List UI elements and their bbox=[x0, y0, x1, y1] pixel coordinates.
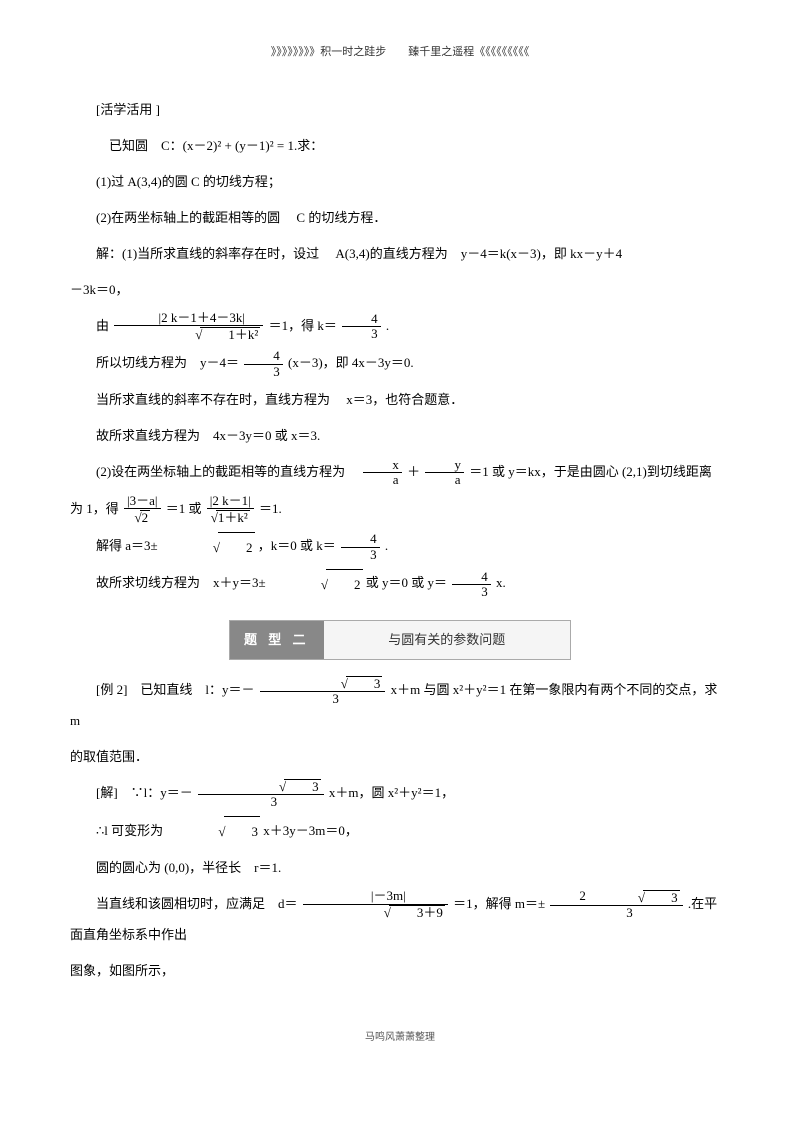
text-line: 圆的圆心为 (0,0)，半径长 r＝1. bbox=[70, 853, 730, 883]
denominator: 3 bbox=[550, 906, 682, 920]
text: ＝1，解得 m＝± bbox=[453, 896, 545, 911]
equation-line: [例 2] 已知直线 l：y＝－ √3 3 x＋m 与圆 x²＋y²＝1 在第一… bbox=[70, 675, 730, 736]
text: ＝1，得 k＝ bbox=[269, 318, 337, 333]
denominator: 3 bbox=[260, 692, 386, 706]
equation-line: 由 |2 k－1＋4－3k| √1＋k² ＝1，得 k＝ 4 3 . bbox=[70, 311, 730, 342]
text: . bbox=[386, 318, 389, 333]
page-footer: 马鸣风萧萧整理 bbox=[70, 1026, 730, 1049]
denominator: √3＋9 bbox=[303, 905, 448, 921]
fraction: x a bbox=[363, 458, 402, 488]
fraction: y a bbox=[425, 458, 464, 488]
denominator: √1＋k² bbox=[114, 326, 263, 342]
text: 当直线和该圆相切时，应满足 d＝ bbox=[96, 896, 298, 911]
numerator: x bbox=[363, 458, 402, 473]
fraction: |2 k－1| √1＋k² bbox=[207, 494, 254, 525]
text-line: (1)过 A(3,4)的圆 C 的切线方程； bbox=[70, 167, 730, 197]
numerator: √3 bbox=[260, 675, 386, 692]
text: . bbox=[385, 538, 388, 553]
text: ∴l 可变形为 bbox=[96, 823, 163, 838]
section-banner: 题 型 二 与圆有关的参数问题 bbox=[229, 620, 571, 660]
equation-line: 为 1，得 |3－a| √2 ＝1 或 |2 k－1| √1＋k² ＝1. bbox=[70, 494, 730, 525]
text: ，k＝0 或 k＝ bbox=[258, 538, 336, 553]
text: ＝1 或 bbox=[166, 501, 202, 516]
text: (2)设在两坐标轴上的截距相等的直线方程为 bbox=[96, 464, 358, 479]
fraction: 4 3 bbox=[452, 570, 491, 600]
numerator: |3－a| bbox=[124, 494, 160, 509]
text: ＋ bbox=[407, 464, 420, 479]
text: 或 y＝0 或 y＝ bbox=[366, 575, 447, 590]
fraction: 4 3 bbox=[342, 312, 381, 342]
text-line: 当所求直线的斜率不存在时，直线方程为 x＝3，也符合题意． bbox=[70, 385, 730, 415]
text: ＝1 或 y＝kx，于是由圆心 (2,1)到切线距离 bbox=[469, 464, 712, 479]
banner-title: 与圆有关的参数问题 bbox=[324, 621, 570, 659]
banner-label: 题 型 二 bbox=[230, 621, 324, 659]
fraction: √3 3 bbox=[198, 779, 324, 810]
text: [解] ∵l：y＝－ bbox=[96, 785, 193, 800]
fraction: |－3m| √3＋9 bbox=[303, 889, 448, 920]
text-line: (2)在两坐标轴上的截距相等的圆 C 的切线方程． bbox=[70, 203, 730, 233]
text-line: 的取值范围． bbox=[70, 742, 730, 772]
denominator: 3 bbox=[342, 327, 381, 341]
equation-line: (2)设在两坐标轴上的截距相等的直线方程为 x a ＋ y a ＝1 或 y＝k… bbox=[70, 457, 730, 488]
equation-line: [解] ∵l：y＝－ √3 3 x＋m，圆 x²＋y²＝1， bbox=[70, 778, 730, 809]
denominator: √2 bbox=[124, 509, 160, 525]
text: 解得 a＝3± bbox=[96, 538, 158, 553]
numerator: |2 k－1＋4－3k| bbox=[114, 311, 263, 326]
numerator: y bbox=[425, 458, 464, 473]
fraction: √3 3 bbox=[260, 675, 386, 706]
text: x＋3y－3m＝0， bbox=[263, 823, 358, 838]
sqrt: √2 bbox=[161, 532, 255, 563]
denominator: a bbox=[363, 473, 402, 487]
text: x. bbox=[496, 575, 506, 590]
numerator: √3 bbox=[198, 779, 324, 796]
fraction: 4 3 bbox=[341, 532, 380, 562]
page-header: 》》》》》》》》积一时之跬步 臻千里之遥程《《《《《《《《《 bbox=[70, 40, 730, 65]
text-line: 已知圆 C：(x－2)² + (y－1)² = 1.求： bbox=[70, 131, 730, 161]
denominator: 3 bbox=[198, 795, 324, 809]
fraction: 2√3 3 bbox=[550, 889, 682, 920]
text: x＋m，圆 x²＋y²＝1， bbox=[329, 785, 454, 800]
text-line: 故所求直线方程为 4x－3y＝0 或 x＝3. bbox=[70, 421, 730, 451]
text: 所以切线方程为 y－4＝ bbox=[96, 355, 239, 370]
numerator: 4 bbox=[244, 349, 283, 364]
text: [例 2] 已知直线 l：y＝－ bbox=[96, 682, 255, 697]
numerator: |2 k－1| bbox=[207, 494, 254, 509]
text: 故所求切线方程为 x＋y＝3± bbox=[96, 575, 266, 590]
text-line: 解：(1)当所求直线的斜率存在时，设过 A(3,4)的直线方程为 y－4＝k(x… bbox=[70, 239, 730, 269]
numerator: 4 bbox=[342, 312, 381, 327]
numerator: 2√3 bbox=[550, 889, 682, 906]
equation-line: 当直线和该圆相切时，应满足 d＝ |－3m| √3＋9 ＝1，解得 m＝± 2√… bbox=[70, 889, 730, 950]
numerator: 4 bbox=[341, 532, 380, 547]
equation-line: 解得 a＝3± √2 ，k＝0 或 k＝ 4 3 . bbox=[70, 531, 730, 562]
text: (x－3)，即 4x－3y＝0. bbox=[288, 355, 414, 370]
sqrt: √2 bbox=[269, 569, 363, 600]
text-line: 图象，如图所示， bbox=[70, 956, 730, 986]
equation-line: ∴l 可变形为 √3 x＋3y－3m＝0， bbox=[70, 816, 730, 847]
sqrt: √3 bbox=[166, 816, 260, 847]
text-line: －3k＝0， bbox=[70, 275, 730, 305]
denominator: 3 bbox=[452, 585, 491, 599]
equation-line: 所以切线方程为 y－4＝ 4 3 (x－3)，即 4x－3y＝0. bbox=[70, 348, 730, 379]
denominator: √1＋k² bbox=[207, 509, 254, 525]
equation-line: 故所求切线方程为 x＋y＝3± √2 或 y＝0 或 y＝ 4 3 x. bbox=[70, 568, 730, 599]
denominator: a bbox=[425, 473, 464, 487]
denominator: 3 bbox=[341, 548, 380, 562]
fraction: 4 3 bbox=[244, 349, 283, 379]
fraction: |2 k－1＋4－3k| √1＋k² bbox=[114, 311, 263, 342]
text-line: [活学活用 ] bbox=[70, 95, 730, 125]
text: ＝1. bbox=[259, 501, 282, 516]
numerator: 4 bbox=[452, 570, 491, 585]
text: 为 1，得 bbox=[70, 501, 119, 516]
text: 由 bbox=[96, 318, 109, 333]
numerator: |－3m| bbox=[303, 889, 448, 904]
fraction: |3－a| √2 bbox=[124, 494, 160, 525]
denominator: 3 bbox=[244, 365, 283, 379]
